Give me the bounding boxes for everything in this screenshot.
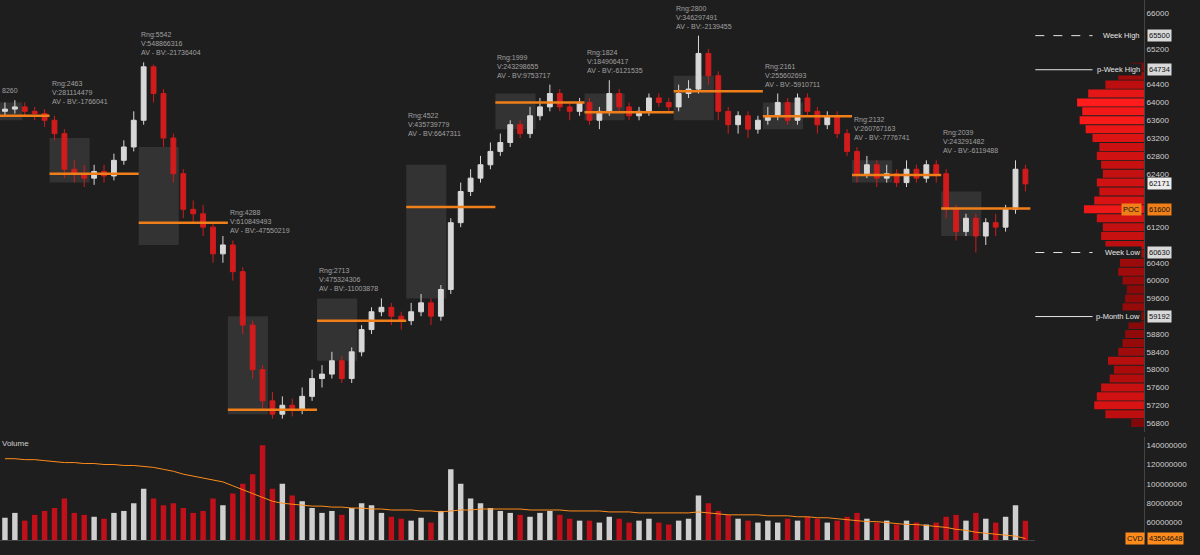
svg-text:58000: 58000 (1147, 365, 1170, 374)
svg-text:61600: 61600 (1149, 205, 1170, 214)
svg-text:61200: 61200 (1147, 223, 1170, 232)
svg-text:64000: 64000 (1147, 98, 1170, 107)
svg-text:43504648: 43504648 (1149, 534, 1182, 543)
svg-text:63600: 63600 (1147, 116, 1170, 125)
svg-text:120000000: 120000000 (1147, 460, 1188, 469)
svg-text:CVD: CVD (1127, 534, 1143, 543)
svg-text:p-Month Low: p-Month Low (1096, 312, 1140, 321)
svg-text:63200: 63200 (1147, 134, 1170, 143)
svg-text:58800: 58800 (1147, 330, 1170, 339)
svg-text:66000: 66000 (1147, 9, 1170, 18)
svg-text:Rng:5542V:548866316AV - BV:-21: Rng:5542V:548866316AV - BV:-21736404 (141, 31, 201, 56)
svg-text:62400: 62400 (1147, 169, 1170, 178)
svg-text:Rng:2800V:346297491AV - BV:-21: Rng:2800V:346297491AV - BV:-2139455 (676, 5, 732, 30)
svg-text:57600: 57600 (1147, 383, 1170, 392)
svg-text:Rng:1824V:184906417AV - BV:-61: Rng:1824V:184906417AV - BV:-6121535 (587, 49, 643, 74)
svg-text:60400: 60400 (1147, 259, 1170, 268)
svg-text:p-Week High: p-Week High (1097, 65, 1140, 74)
svg-text:Rng:2463V:281114479AV - BV:-17: Rng:2463V:281114479AV - BV:-1766041 (52, 80, 108, 105)
svg-text:Rng:1999V:243298655AV - BV:975: Rng:1999V:243298655AV - BV:9753717 (497, 54, 550, 79)
svg-text:Rng:2161V:255602693AV - BV:-59: Rng:2161V:255602693AV - BV:-5910711 (765, 63, 820, 88)
svg-text:56800: 56800 (1147, 419, 1170, 428)
svg-text:Volume: Volume (2, 439, 29, 448)
svg-text:64734: 64734 (1149, 65, 1170, 74)
svg-text:60000: 60000 (1147, 276, 1170, 285)
svg-text:62800: 62800 (1147, 152, 1170, 161)
svg-text:8260: 8260 (2, 87, 18, 94)
svg-text:58400: 58400 (1147, 348, 1170, 357)
svg-text:65500: 65500 (1149, 31, 1170, 40)
svg-text:60000000: 60000000 (1147, 518, 1183, 527)
svg-text:57200: 57200 (1147, 401, 1170, 410)
svg-text:Rng:2039V:243291482AV - BV:-61: Rng:2039V:243291482AV - BV:-6119488 (943, 129, 998, 154)
svg-text:62171: 62171 (1149, 179, 1170, 188)
svg-text:Rng:2132V:260767163AV - BV:-77: Rng:2132V:260767163AV - BV:-7776741 (854, 116, 910, 141)
svg-text:Rng:4522V:435739779AV - BV:664: Rng:4522V:435739779AV - BV:6647311 (408, 112, 461, 137)
svg-text:POC: POC (1123, 205, 1140, 214)
svg-text:64400: 64400 (1147, 80, 1170, 89)
svg-text:Rng:2713V:475324306AV - BV:-11: Rng:2713V:475324306AV - BV:-11003878 (319, 267, 378, 292)
svg-text:140000000: 140000000 (1147, 441, 1188, 450)
svg-text:80000000: 80000000 (1147, 499, 1183, 508)
svg-text:59600: 59600 (1147, 294, 1170, 303)
svg-text:Rng:4288V:610849493AV - BV:-47: Rng:4288V:610849493AV - BV:-47550219 (230, 209, 290, 234)
svg-text:60630: 60630 (1149, 248, 1170, 257)
svg-text:Week High: Week High (1103, 31, 1140, 40)
svg-text:100000000: 100000000 (1147, 480, 1188, 489)
svg-text:65200: 65200 (1147, 45, 1170, 54)
svg-text:59192: 59192 (1149, 312, 1170, 321)
svg-text:Week Low: Week Low (1105, 248, 1140, 257)
